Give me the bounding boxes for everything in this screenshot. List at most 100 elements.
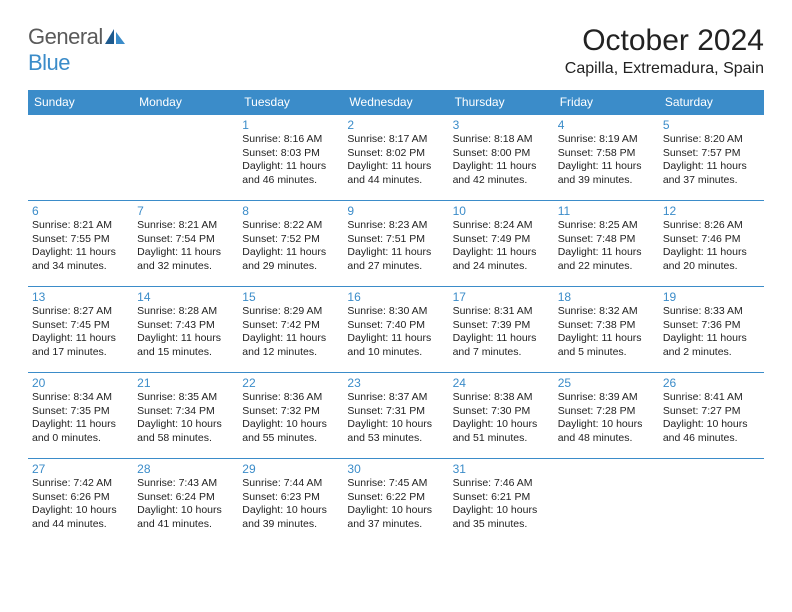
sunrise-text: Sunrise: 8:25 AM <box>558 219 655 233</box>
sunrise-text: Sunrise: 8:27 AM <box>32 305 129 319</box>
calendar-day-cell: 17Sunrise: 8:31 AMSunset: 7:39 PMDayligh… <box>449 287 554 373</box>
day-number: 28 <box>137 462 234 476</box>
sunset-text: Sunset: 7:31 PM <box>347 405 444 419</box>
page-title: October 2024 <box>565 24 764 58</box>
sunset-text: Sunset: 6:24 PM <box>137 491 234 505</box>
calendar-day-cell: 22Sunrise: 8:36 AMSunset: 7:32 PMDayligh… <box>238 373 343 459</box>
calendar-day-cell: 2Sunrise: 8:17 AMSunset: 8:02 PMDaylight… <box>343 115 448 201</box>
day-number: 9 <box>347 204 444 218</box>
calendar-day-cell: 5Sunrise: 8:20 AMSunset: 7:57 PMDaylight… <box>659 115 764 201</box>
logo-text: General Blue <box>28 24 125 76</box>
daylight-text: Daylight: 11 hours and 15 minutes. <box>137 332 234 359</box>
sunrise-text: Sunrise: 8:31 AM <box>453 305 550 319</box>
sunset-text: Sunset: 7:40 PM <box>347 319 444 333</box>
daylight-text: Daylight: 11 hours and 2 minutes. <box>663 332 760 359</box>
calendar-day-cell: 6Sunrise: 8:21 AMSunset: 7:55 PMDaylight… <box>28 201 133 287</box>
calendar-day-cell: 1Sunrise: 8:16 AMSunset: 8:03 PMDaylight… <box>238 115 343 201</box>
day-info: Sunrise: 8:24 AMSunset: 7:49 PMDaylight:… <box>453 219 550 274</box>
sunrise-text: Sunrise: 8:18 AM <box>453 133 550 147</box>
header: General Blue October 2024 Capilla, Extre… <box>28 24 764 78</box>
location-text: Capilla, Extremadura, Spain <box>565 60 764 78</box>
calendar-day-cell: 10Sunrise: 8:24 AMSunset: 7:49 PMDayligh… <box>449 201 554 287</box>
daylight-text: Daylight: 11 hours and 29 minutes. <box>242 246 339 273</box>
day-info: Sunrise: 8:21 AMSunset: 7:55 PMDaylight:… <box>32 219 129 274</box>
sunset-text: Sunset: 7:55 PM <box>32 233 129 247</box>
day-info: Sunrise: 8:18 AMSunset: 8:00 PMDaylight:… <box>453 133 550 188</box>
sunset-text: Sunset: 8:03 PM <box>242 147 339 161</box>
calendar-week-row: 27Sunrise: 7:42 AMSunset: 6:26 PMDayligh… <box>28 459 764 545</box>
sunrise-text: Sunrise: 8:38 AM <box>453 391 550 405</box>
daylight-text: Daylight: 10 hours and 48 minutes. <box>558 418 655 445</box>
day-info: Sunrise: 7:46 AMSunset: 6:21 PMDaylight:… <box>453 477 550 532</box>
sunrise-text: Sunrise: 7:43 AM <box>137 477 234 491</box>
day-number: 4 <box>558 118 655 132</box>
daylight-text: Daylight: 11 hours and 34 minutes. <box>32 246 129 273</box>
sunset-text: Sunset: 8:02 PM <box>347 147 444 161</box>
calendar-day-cell <box>659 459 764 545</box>
weekday-header: Tuesday <box>238 90 343 115</box>
daylight-text: Daylight: 10 hours and 37 minutes. <box>347 504 444 531</box>
calendar-day-cell: 27Sunrise: 7:42 AMSunset: 6:26 PMDayligh… <box>28 459 133 545</box>
day-number: 3 <box>453 118 550 132</box>
calendar-day-cell: 14Sunrise: 8:28 AMSunset: 7:43 PMDayligh… <box>133 287 238 373</box>
daylight-text: Daylight: 10 hours and 55 minutes. <box>242 418 339 445</box>
calendar-week-row: 13Sunrise: 8:27 AMSunset: 7:45 PM Dayligh… <box>28 287 764 373</box>
daylight-text: Daylight: 11 hours and 22 minutes. <box>558 246 655 273</box>
day-number: 17 <box>453 290 550 304</box>
calendar-day-cell: 18Sunrise: 8:32 AMSunset: 7:38 PMDayligh… <box>554 287 659 373</box>
daylight-text: Daylight: 11 hours and 24 minutes. <box>453 246 550 273</box>
daylight-text: Daylight: 10 hours and 39 minutes. <box>242 504 339 531</box>
calendar-day-cell: 19Sunrise: 8:33 AMSunset: 7:36 PMDayligh… <box>659 287 764 373</box>
calendar-week-row: 20Sunrise: 8:34 AMSunset: 7:35 PMDayligh… <box>28 373 764 459</box>
sunrise-text: Sunrise: 7:46 AM <box>453 477 550 491</box>
sunset-text: Sunset: 7:36 PM <box>663 319 760 333</box>
day-info: Sunrise: 7:44 AMSunset: 6:23 PMDaylight:… <box>242 477 339 532</box>
day-info: Sunrise: 8:23 AMSunset: 7:51 PMDaylight:… <box>347 219 444 274</box>
day-number: 12 <box>663 204 760 218</box>
calendar-day-cell: 7Sunrise: 8:21 AMSunset: 7:54 PMDaylight… <box>133 201 238 287</box>
day-info: Sunrise: 8:22 AMSunset: 7:52 PMDaylight:… <box>242 219 339 274</box>
calendar-day-cell: 30Sunrise: 7:45 AMSunset: 6:22 PMDayligh… <box>343 459 448 545</box>
day-number: 7 <box>137 204 234 218</box>
sunset-text: Sunset: 7:28 PM <box>558 405 655 419</box>
daylight-text: Daylight: 10 hours and 41 minutes. <box>137 504 234 531</box>
sunrise-text: Sunrise: 8:23 AM <box>347 219 444 233</box>
sunrise-text: Sunrise: 8:17 AM <box>347 133 444 147</box>
calendar-day-cell <box>133 115 238 201</box>
calendar-day-cell: 23Sunrise: 8:37 AMSunset: 7:31 PMDayligh… <box>343 373 448 459</box>
day-number: 24 <box>453 376 550 390</box>
sunset-text: Sunset: 7:51 PM <box>347 233 444 247</box>
weekday-header: Sunday <box>28 90 133 115</box>
calendar-day-cell: 13Sunrise: 8:27 AMSunset: 7:45 PMDayligh… <box>28 287 133 373</box>
daylight-text: Daylight: 11 hours and 7 minutes. <box>453 332 550 359</box>
day-info: Sunrise: 8:17 AMSunset: 8:02 PMDaylight:… <box>347 133 444 188</box>
sunrise-text: Sunrise: 8:36 AM <box>242 391 339 405</box>
calendar-day-cell: 26Sunrise: 8:41 AMSunset: 7:27 PMDayligh… <box>659 373 764 459</box>
sunrise-text: Sunrise: 8:21 AM <box>137 219 234 233</box>
sunset-text: Sunset: 7:58 PM <box>558 147 655 161</box>
logo-text-general: General <box>28 24 103 49</box>
sunset-text: Sunset: 7:45 PM <box>32 319 129 333</box>
daylight-text: Daylight: 11 hours and 44 minutes. <box>347 160 444 187</box>
sunrise-text: Sunrise: 7:42 AM <box>32 477 129 491</box>
day-number: 22 <box>242 376 339 390</box>
day-info: Sunrise: 8:25 AMSunset: 7:48 PMDaylight:… <box>558 219 655 274</box>
calendar-day-cell: 29Sunrise: 7:44 AMSunset: 6:23 PMDayligh… <box>238 459 343 545</box>
day-number: 13 <box>32 290 129 304</box>
daylight-text: Daylight: 11 hours and 20 minutes. <box>663 246 760 273</box>
day-info: Sunrise: 8:33 AMSunset: 7:36 PMDaylight:… <box>663 305 760 360</box>
sunrise-text: Sunrise: 8:41 AM <box>663 391 760 405</box>
daylight-text: Daylight: 10 hours and 51 minutes. <box>453 418 550 445</box>
calendar-body: 1Sunrise: 8:16 AMSunset: 8:03 PMDaylight… <box>28 115 764 545</box>
calendar-day-cell: 28Sunrise: 7:43 AMSunset: 6:24 PMDayligh… <box>133 459 238 545</box>
day-number: 16 <box>347 290 444 304</box>
calendar-day-cell: 20Sunrise: 8:34 AMSunset: 7:35 PMDayligh… <box>28 373 133 459</box>
sunrise-text: Sunrise: 8:28 AM <box>137 305 234 319</box>
day-number: 31 <box>453 462 550 476</box>
sunset-text: Sunset: 7:48 PM <box>558 233 655 247</box>
day-info: Sunrise: 8:28 AMSunset: 7:43 PMDaylight:… <box>137 305 234 360</box>
sunset-text: Sunset: 7:42 PM <box>242 319 339 333</box>
calendar-day-cell <box>554 459 659 545</box>
sunset-text: Sunset: 7:27 PM <box>663 405 760 419</box>
day-info: Sunrise: 8:20 AMSunset: 7:57 PMDaylight:… <box>663 133 760 188</box>
